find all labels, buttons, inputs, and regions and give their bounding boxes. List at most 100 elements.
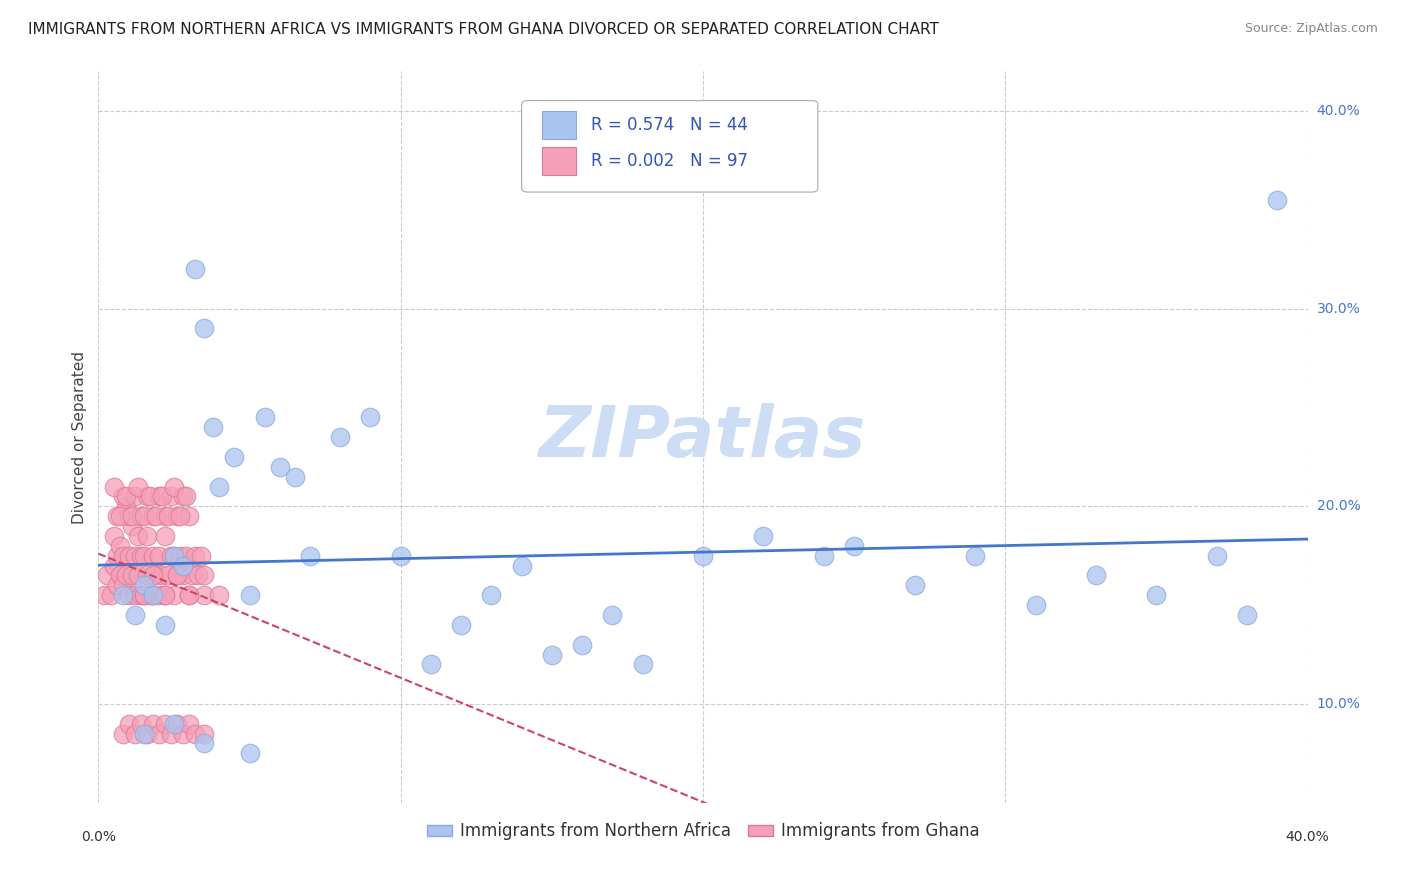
Point xyxy=(145,568,167,582)
Point xyxy=(239,588,262,602)
Point xyxy=(163,549,186,563)
Text: IMMIGRANTS FROM NORTHERN AFRICA VS IMMIGRANTS FROM GHANA DIVORCED OR SEPARATED C: IMMIGRANTS FROM NORTHERN AFRICA VS IMMIG… xyxy=(28,22,939,37)
Point xyxy=(904,578,927,592)
Point xyxy=(184,726,207,740)
Point xyxy=(139,588,162,602)
Point xyxy=(420,657,443,672)
Point xyxy=(174,549,197,563)
Point xyxy=(160,489,183,503)
Point xyxy=(166,509,188,524)
Point xyxy=(127,568,149,582)
FancyBboxPatch shape xyxy=(543,147,576,175)
Point xyxy=(153,509,176,524)
Text: ZIPatlas: ZIPatlas xyxy=(540,402,866,472)
Point xyxy=(150,489,173,503)
Point xyxy=(169,509,191,524)
Point xyxy=(179,588,201,602)
Point xyxy=(481,588,503,602)
Point xyxy=(103,558,125,573)
Point xyxy=(111,578,134,592)
Point xyxy=(114,568,136,582)
Point xyxy=(193,726,215,740)
Point xyxy=(132,588,155,602)
Point xyxy=(111,726,134,740)
Point xyxy=(142,509,165,524)
Point xyxy=(190,549,212,563)
Point xyxy=(103,479,125,493)
Point xyxy=(181,568,204,582)
Point xyxy=(142,568,165,582)
Point xyxy=(150,568,173,582)
Point xyxy=(135,726,157,740)
Point xyxy=(132,549,155,563)
Point xyxy=(631,657,654,672)
Point xyxy=(124,588,146,602)
Point xyxy=(105,578,128,592)
Point xyxy=(179,716,201,731)
Point xyxy=(129,716,152,731)
Point xyxy=(174,489,197,503)
Point xyxy=(450,618,472,632)
Point xyxy=(145,509,167,524)
Point xyxy=(153,588,176,602)
Point xyxy=(127,529,149,543)
Point xyxy=(103,529,125,543)
Point xyxy=(156,509,179,524)
Point xyxy=(193,321,215,335)
Point xyxy=(132,588,155,602)
Point xyxy=(153,716,176,731)
Point xyxy=(118,588,141,602)
Point xyxy=(179,509,201,524)
Point xyxy=(153,529,176,543)
Point xyxy=(100,588,122,602)
Point xyxy=(602,607,624,622)
Point xyxy=(129,588,152,602)
Text: R = 0.574   N = 44: R = 0.574 N = 44 xyxy=(591,116,748,134)
Point xyxy=(1024,598,1046,612)
Point xyxy=(1236,607,1258,622)
Point xyxy=(166,568,188,582)
Point xyxy=(148,489,170,503)
Text: 40.0%: 40.0% xyxy=(1316,103,1361,118)
Point xyxy=(813,549,835,563)
Text: R = 0.002   N = 97: R = 0.002 N = 97 xyxy=(591,153,748,170)
Point xyxy=(193,588,215,602)
Y-axis label: Divorced or Separated: Divorced or Separated xyxy=(72,351,87,524)
Point xyxy=(108,568,131,582)
Point xyxy=(132,578,155,592)
Point xyxy=(160,726,183,740)
Point xyxy=(114,500,136,514)
Point xyxy=(111,549,134,563)
FancyBboxPatch shape xyxy=(543,111,576,138)
Point xyxy=(118,549,141,563)
Point xyxy=(253,410,276,425)
Point xyxy=(172,568,194,582)
Point xyxy=(121,568,143,582)
Point xyxy=(156,568,179,582)
Point xyxy=(108,509,131,524)
Point xyxy=(160,549,183,563)
Point xyxy=(172,558,194,573)
Point xyxy=(284,469,307,483)
Point xyxy=(142,588,165,602)
Point xyxy=(129,549,152,563)
Text: 0.0%: 0.0% xyxy=(82,830,115,845)
Point xyxy=(135,529,157,543)
Point xyxy=(142,588,165,602)
Point xyxy=(208,588,231,602)
Point xyxy=(108,539,131,553)
Point xyxy=(114,489,136,503)
Point xyxy=(148,549,170,563)
Point xyxy=(184,262,207,277)
Point xyxy=(142,549,165,563)
Point xyxy=(510,558,533,573)
Point xyxy=(105,509,128,524)
Point xyxy=(127,479,149,493)
Point xyxy=(179,588,201,602)
Point xyxy=(1144,588,1167,602)
Point xyxy=(571,638,593,652)
Text: Source: ZipAtlas.com: Source: ZipAtlas.com xyxy=(1244,22,1378,36)
Point xyxy=(153,588,176,602)
Text: 20.0%: 20.0% xyxy=(1316,500,1361,513)
Point xyxy=(169,549,191,563)
